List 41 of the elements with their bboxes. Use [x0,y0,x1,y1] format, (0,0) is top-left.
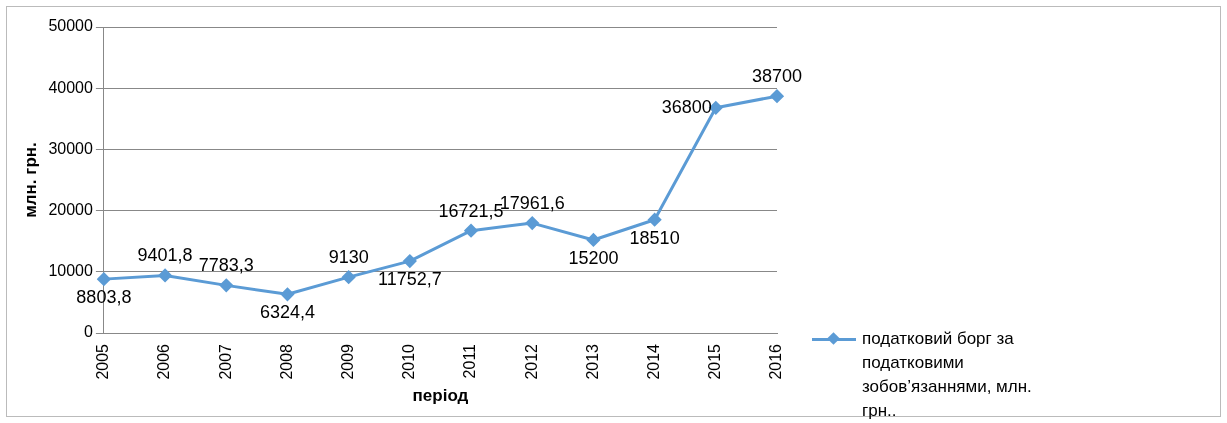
x-tick-label: 2010 [400,343,418,380]
point [648,213,662,227]
data-label: 8803,8 [76,287,132,308]
point [770,89,784,103]
point [586,233,600,247]
y-tick-label: 0 [83,323,93,341]
y-tick-label: 40000 [48,78,93,96]
y-axis-title: млн. грн. [20,142,40,218]
data-label: 9130 [328,247,369,268]
point [280,287,294,301]
y-tick-label: 20000 [48,201,93,219]
y-tick-label: 50000 [48,17,93,35]
data-label: 15200 [568,247,619,268]
data-label: 6324,4 [259,302,315,323]
x-tick-label: 2012 [522,343,540,380]
y-tick-label: 30000 [48,139,93,157]
x-tick-label: 2008 [277,343,295,380]
data-label: 11752,7 [377,269,442,290]
legend-label: податковий борг за податковими зобов’язаннями, млн. грн.. [862,328,1033,422]
point [342,270,356,284]
point [403,254,417,268]
y-tick-label: 10000 [48,262,93,280]
data-label: 36800 [661,96,712,117]
x-tick-label: 2011 [461,343,479,379]
data-label: 38700 [751,66,803,87]
data-label: 9401,8 [137,245,193,266]
x-tick-label: 2015 [706,343,724,380]
point [158,268,172,282]
x-tick-label: 2014 [645,343,663,380]
data-label: 7783,3 [198,255,254,276]
x-tick-label: 2007 [216,343,234,380]
point [525,216,539,230]
x-tick-label: 2016 [767,343,785,380]
x-tick-label: 2006 [155,343,173,380]
x-tick-label: 2009 [339,343,357,380]
point [219,278,233,292]
data-label: 18510 [629,227,680,248]
point [464,224,478,238]
x-axis-title: період [412,386,469,406]
x-tick-label: 2005 [94,343,112,380]
x-tick-label: 2013 [583,343,601,380]
